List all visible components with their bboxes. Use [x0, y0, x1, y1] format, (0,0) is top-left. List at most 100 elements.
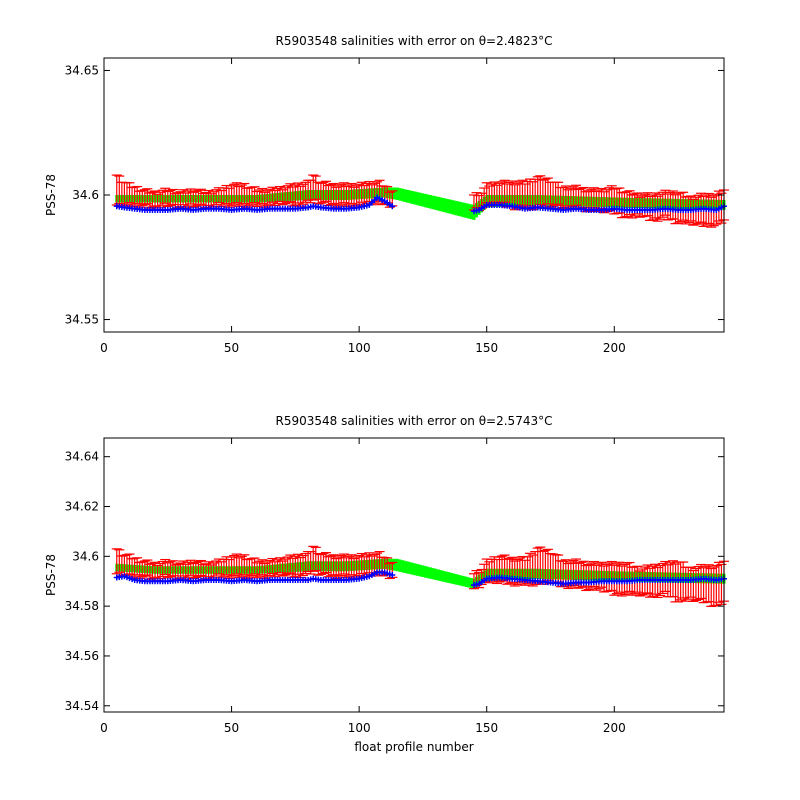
x-tick-label: 100 — [348, 341, 371, 355]
error-bar — [267, 557, 278, 575]
error-bar — [667, 190, 678, 220]
plot-area — [111, 545, 729, 607]
error-bar — [280, 187, 291, 205]
x-axis-ticks: 0 50 100 150 200 — [100, 58, 626, 355]
error-bar — [132, 185, 143, 205]
error-bar — [326, 183, 337, 206]
error-bar — [282, 185, 293, 204]
error-bar — [257, 559, 268, 576]
y-axis-label: PSS-78 — [44, 554, 58, 596]
error-bar — [310, 175, 321, 200]
error-bar — [165, 189, 176, 207]
error-bar — [310, 546, 321, 572]
error-bar — [581, 564, 592, 592]
error-bar — [683, 566, 694, 600]
error-bar — [252, 190, 263, 208]
error-bar — [178, 560, 189, 577]
error-bar — [336, 554, 347, 577]
error-bar — [553, 181, 564, 205]
error-bar — [162, 190, 173, 208]
error-bar — [277, 189, 288, 206]
error-bar — [323, 556, 334, 578]
y-tick-label: 34.64 — [65, 450, 99, 464]
error-bar — [137, 190, 148, 207]
error-bar — [315, 182, 326, 204]
error-bar — [167, 560, 178, 577]
error-bar — [185, 559, 196, 576]
error-bar — [308, 174, 319, 201]
error-bar — [160, 187, 171, 204]
error-bar — [593, 563, 604, 590]
error-bar — [606, 560, 617, 592]
error-bar — [343, 555, 354, 577]
error-bar — [650, 192, 661, 219]
error-bar — [267, 186, 278, 203]
error-bar — [178, 189, 189, 206]
error-bar — [236, 555, 247, 577]
y-tick-label: 34.6 — [72, 188, 99, 202]
error-bar — [320, 180, 331, 202]
chart-title: R5903548 salinities with error on θ=2.57… — [276, 414, 553, 428]
error-bar — [139, 189, 150, 206]
y-axis-ticks: 34.55 34.6 34.65 — [65, 63, 724, 327]
error-bar — [257, 187, 268, 205]
error-bar — [132, 557, 143, 576]
error-bar — [716, 563, 727, 605]
error-bar — [326, 555, 337, 577]
error-bar — [226, 556, 237, 578]
y-tick-label: 34.65 — [65, 63, 99, 77]
error-bar — [150, 561, 161, 578]
chart-title: R5903548 salinities with error on θ=2.48… — [276, 34, 553, 48]
chart-panel-bottom: R5903548 salinities with error on θ=2.57… — [44, 414, 729, 754]
error-bar — [111, 548, 122, 575]
error-bar — [252, 562, 263, 579]
error-bar — [634, 570, 645, 597]
error-bar — [703, 564, 714, 603]
error-bar — [114, 175, 125, 205]
error-bar — [150, 190, 161, 207]
error-bar — [195, 188, 206, 205]
error-bar — [239, 554, 250, 576]
error-bar — [277, 560, 288, 577]
error-bar — [226, 185, 237, 207]
x-tick-label: 200 — [603, 341, 626, 355]
error-bar — [193, 189, 204, 206]
y-tick-label: 34.58 — [65, 599, 99, 613]
error-bar — [254, 189, 265, 206]
error-bar — [167, 188, 178, 206]
measured-salinity-series — [111, 174, 729, 228]
error-bar — [336, 183, 347, 205]
y-tick-label: 34.55 — [65, 313, 99, 327]
error-bar — [290, 184, 301, 206]
error-bar — [354, 183, 365, 205]
error-bar — [236, 184, 247, 206]
error-bar — [354, 554, 365, 577]
error-bar — [305, 179, 316, 204]
error-bar — [298, 183, 309, 205]
error-bar — [114, 549, 125, 573]
error-bar — [343, 184, 354, 206]
x-tick-label: 150 — [475, 341, 498, 355]
error-bar — [160, 558, 171, 576]
y-axis-label: PSS-78 — [44, 174, 58, 216]
error-bar — [185, 188, 196, 205]
error-bar — [320, 551, 331, 574]
error-bar — [318, 552, 329, 575]
error-bar — [660, 560, 671, 593]
y-tick-label: 34.6 — [72, 549, 99, 563]
calibrated-point — [389, 203, 396, 210]
error-bar — [249, 557, 260, 575]
error-bar — [290, 555, 301, 577]
error-bar — [627, 194, 638, 219]
error-bar — [139, 560, 150, 577]
error-bar — [698, 567, 709, 604]
plot-area — [111, 174, 729, 228]
error-bar — [239, 182, 250, 205]
error-bar — [229, 554, 240, 577]
error-bar — [614, 561, 625, 593]
error-bar — [318, 181, 329, 203]
y-tick-label: 34.54 — [65, 699, 99, 713]
error-bar — [142, 188, 153, 205]
error-bar — [680, 566, 691, 602]
